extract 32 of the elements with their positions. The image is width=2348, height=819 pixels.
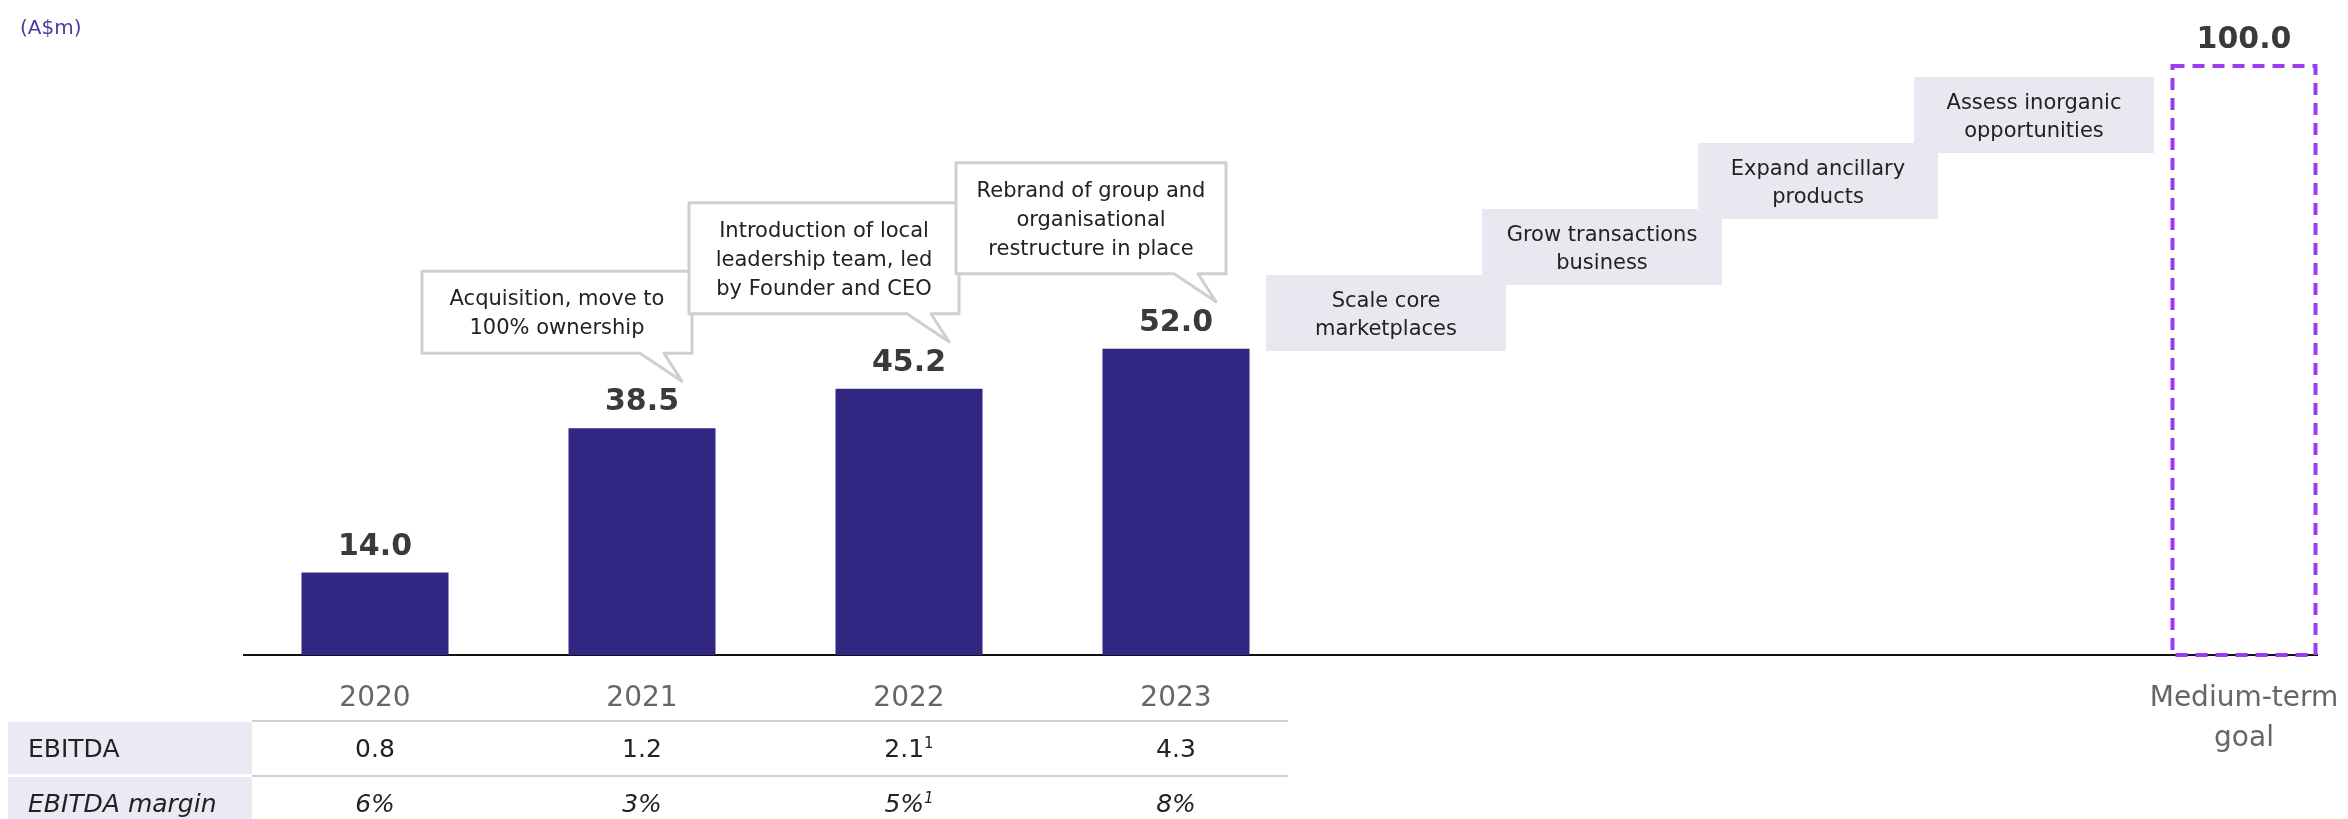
data-label: 52.0 [1138, 302, 1214, 338]
text: 0.8 [355, 734, 395, 763]
annotation: Grow transactions business [1506, 222, 1698, 274]
annotation: Introduction of local leadership team, led by Founder and CEO [715, 217, 933, 300]
text: 2.1$^{1}$ [884, 734, 934, 763]
text: EBITDA margin [28, 789, 217, 818]
annotation: Acquisition, move to 100% ownership [449, 286, 665, 340]
text: 5%$^{1}$ [884, 789, 934, 818]
text: 6% [355, 789, 395, 818]
annotation: Rebrand of group and organisational restructure in place [976, 177, 1206, 260]
x-tick-label: 2023 [1140, 680, 1212, 713]
text: 8% [1156, 789, 1196, 818]
x-tick-label: Medium-term goal [2149, 680, 2339, 753]
annotation: Expand ancillary products [1730, 156, 1906, 208]
annotation: Assess inorganic opportunities [1946, 90, 2122, 142]
text: 1.2 [622, 734, 662, 763]
text: 4.3 [1156, 734, 1196, 763]
bar [1102, 348, 1250, 655]
text: (A$m) [20, 15, 82, 39]
data-label: 38.5 [604, 382, 680, 418]
data-label: 100.0 [2196, 20, 2292, 55]
x-tick-label: 2021 [606, 680, 678, 713]
x-tick-label: 2020 [339, 680, 411, 713]
x-tick-label: 2022 [873, 680, 945, 713]
bar [301, 572, 449, 655]
data-label: 45.2 [871, 342, 947, 378]
annotation: Scale core marketplaces [1315, 288, 1457, 340]
bar [568, 428, 716, 655]
bar [835, 388, 983, 655]
text: EBITDA [28, 734, 120, 763]
text: 3% [622, 789, 662, 818]
data-label: 14.0 [337, 526, 413, 562]
